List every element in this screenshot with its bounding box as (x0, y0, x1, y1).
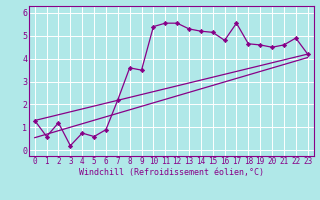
X-axis label: Windchill (Refroidissement éolien,°C): Windchill (Refroidissement éolien,°C) (79, 168, 264, 177)
